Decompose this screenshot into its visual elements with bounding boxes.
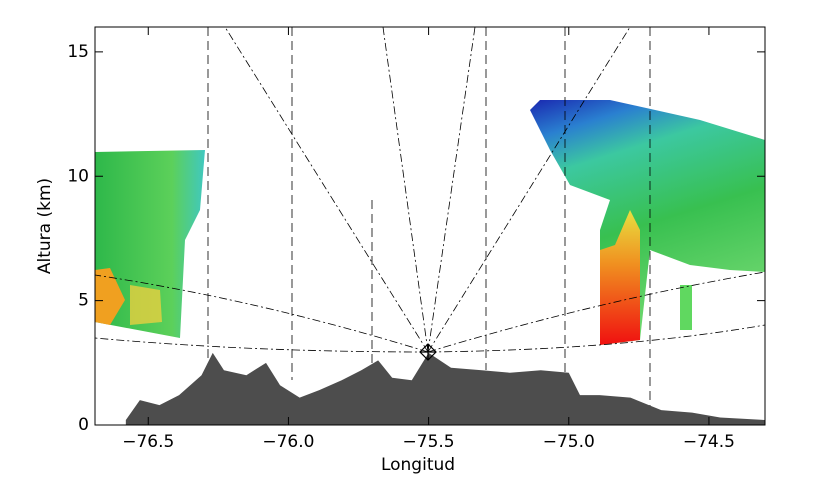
echo-core xyxy=(130,285,162,325)
plot-frame xyxy=(94,26,766,426)
beam-line xyxy=(382,26,429,353)
y-tick-label: 15 xyxy=(67,42,89,62)
x-axis-label: Longitud xyxy=(381,455,455,475)
echoes xyxy=(95,100,765,345)
echo-right xyxy=(530,100,765,345)
beam-line xyxy=(427,271,766,353)
y-axis-label: Altura (km) xyxy=(35,178,55,274)
y-tick-label: 5 xyxy=(78,291,89,311)
y-tick-label: 0 xyxy=(78,415,89,435)
beam-line xyxy=(224,26,429,353)
x-tick-label: −75.0 xyxy=(543,432,595,452)
radar-symbol xyxy=(419,343,437,361)
beam-line xyxy=(427,26,476,353)
beams xyxy=(94,26,766,412)
terrain xyxy=(125,352,766,425)
y-tick-label: 10 xyxy=(67,166,89,186)
echo-left xyxy=(95,150,205,338)
x-tick-label: −76.0 xyxy=(262,432,314,452)
echo-core xyxy=(600,210,640,345)
x-tick-label: −75.5 xyxy=(403,432,455,452)
beam-line xyxy=(94,337,429,353)
echo-core xyxy=(680,285,692,330)
beam-line xyxy=(427,324,766,353)
x-tick-label: −74.5 xyxy=(683,432,735,452)
echo-core xyxy=(95,268,125,325)
x-tick-label: −76.5 xyxy=(122,432,174,452)
